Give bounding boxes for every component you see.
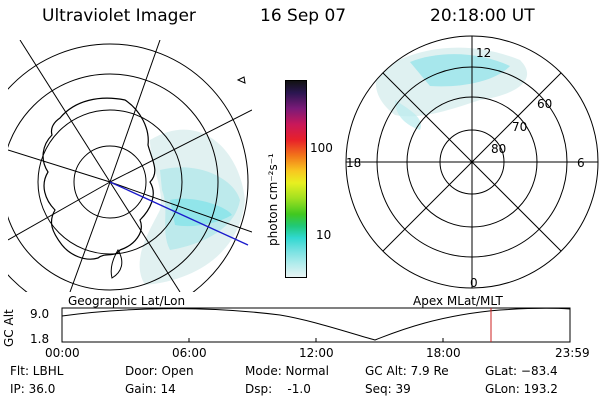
north-arrow-icon xyxy=(236,76,246,84)
mlt-label-6: 6 xyxy=(577,156,585,170)
timeline-ylabel: GC Alt xyxy=(2,309,16,347)
left-panel-caption: Geographic Lat/Lon xyxy=(68,294,186,308)
info-mode: Mode: Normal xyxy=(245,364,329,378)
continent-outline xyxy=(42,97,156,260)
mlt-line-diag xyxy=(382,72,562,252)
info-dsp: Dsp: -1.0 xyxy=(245,382,311,396)
x-tick-0600: 06:00 xyxy=(172,346,207,360)
left-aurora-emission xyxy=(139,129,245,285)
meridian-line xyxy=(19,40,111,183)
right-aurora-emission xyxy=(375,47,528,130)
mlat-circle-60 xyxy=(376,66,568,258)
header-date: 16 Sep 07 xyxy=(260,6,347,26)
colorbar-tick-100: 100 xyxy=(310,141,333,155)
lat-circle-80 xyxy=(73,145,147,219)
info-seq: Seq: 39 xyxy=(365,382,411,396)
header-time: 20:18:00 UT xyxy=(430,6,535,26)
view-direction-line xyxy=(109,181,249,246)
x-tick-1200: 12:00 xyxy=(299,346,334,360)
info-ip: IP: 36.0 xyxy=(10,382,56,396)
mlt-label-0: 0 xyxy=(470,276,478,290)
peninsula-outline xyxy=(110,249,123,279)
mlat-label-60: 60 xyxy=(537,97,553,111)
meridian-line xyxy=(109,40,161,183)
info-filter: Flt: LBHL xyxy=(10,364,64,378)
mlat-label-80: 80 xyxy=(491,142,507,156)
mlat-circle-80 xyxy=(439,129,505,195)
mlt-label-18: 18 xyxy=(346,156,362,170)
y-tick-high: 9.0 xyxy=(30,307,50,321)
info-gc-alt: GC Alt: 7.9 Re xyxy=(365,364,449,378)
x-tick-1800: 18:00 xyxy=(426,346,461,360)
info-door: Door: Open xyxy=(125,364,194,378)
info-glon: GLon: 193.2 xyxy=(485,382,558,396)
x-tick-0000: 00:00 xyxy=(45,346,80,360)
right-panel-caption: Apex MLat/MLT xyxy=(413,294,503,308)
meridian-line xyxy=(8,149,111,183)
mlt-label-12: 12 xyxy=(476,46,492,60)
colorbar-label: photon cm⁻²s⁻¹ xyxy=(266,153,280,246)
timeline-frame xyxy=(61,307,571,343)
colorbar-tick-10: 10 xyxy=(316,228,332,242)
y-tick-low: 1.8 xyxy=(30,332,50,346)
lat-circle-70 xyxy=(37,109,183,255)
meridian-line xyxy=(8,181,111,241)
lat-circle-outer xyxy=(8,43,249,292)
info-glat: GLat: −83.4 xyxy=(485,364,558,378)
mlt-line-diag xyxy=(382,72,562,252)
mlat-circle-70 xyxy=(406,96,538,228)
meridian-line xyxy=(109,181,181,292)
dial-outer-circle xyxy=(345,35,599,289)
color-bar xyxy=(285,80,307,278)
info-gain: Gain: 14 xyxy=(125,382,176,396)
lat-circle-60 xyxy=(8,73,219,291)
altitude-curve xyxy=(61,307,571,341)
meridian-line xyxy=(109,109,252,183)
mlat-label-70: 70 xyxy=(512,120,528,134)
instrument-title: Ultraviolet Imager xyxy=(42,6,196,26)
meridian-line xyxy=(69,181,111,292)
meridian-line xyxy=(109,181,252,233)
x-tick-2359: 23:59 xyxy=(555,346,590,360)
